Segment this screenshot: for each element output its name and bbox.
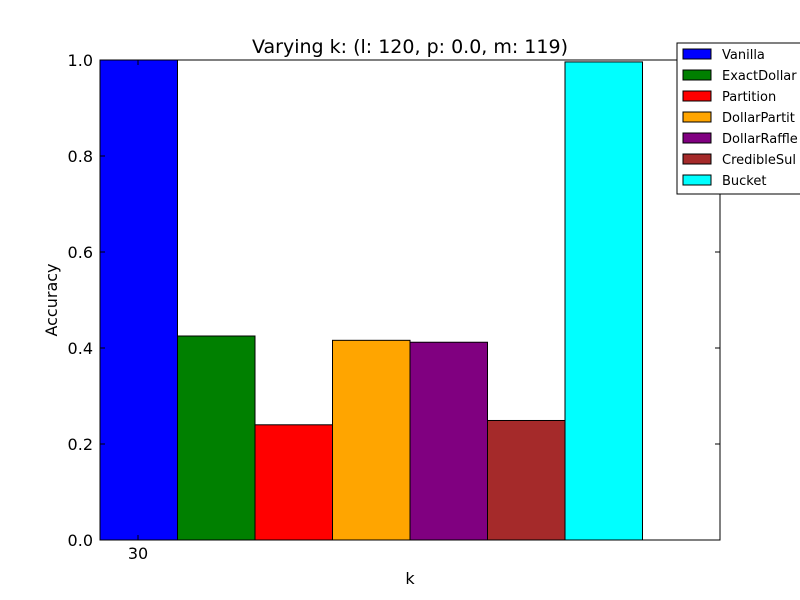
y-tick-label: 0.2 [68, 435, 93, 454]
y-axis-label: Accuracy [42, 263, 61, 336]
legend-swatch-crediblesul [682, 153, 712, 165]
chart-title: Varying k: (l: 120, p: 0.0, m: 119) [252, 36, 568, 58]
y-tick-label: 0.0 [68, 531, 93, 550]
x-tick-label: 30 [128, 544, 148, 563]
legend-label-dollarraffle: DollarRaffle [722, 132, 798, 147]
legend: Vanilla ExactDollar Partition DollarPartit D… [676, 42, 800, 195]
y-axis: 0.0 0.2 0.4 0.6 0.8 1.0 [68, 51, 720, 550]
bar-dollarpartit [332, 339, 411, 541]
legend-label-dollarpartit: DollarPartit [722, 111, 795, 126]
legend-swatch-vanilla [682, 48, 712, 60]
legend-swatch-dollarpartit [682, 111, 712, 123]
legend-swatch-bucket [682, 174, 712, 186]
x-axis-label: k [405, 569, 415, 588]
bar-bucket [564, 61, 643, 541]
bar-exactdollar [177, 335, 256, 541]
legend-label-partition: Partition [722, 90, 776, 105]
bars-group [99, 59, 643, 541]
y-tick-label: 0.4 [68, 339, 93, 358]
bar-crediblesul [487, 419, 566, 541]
y-tick-label: 0.8 [68, 147, 93, 166]
legend-swatch-partition [682, 90, 712, 102]
bar-partition [254, 424, 333, 541]
bar-dollarraffle [409, 341, 488, 541]
legend-label-exactdollar: ExactDollar [722, 69, 797, 84]
legend-label-vanilla: Vanilla [722, 48, 765, 63]
x-axis: 30 [128, 60, 148, 563]
bar-vanilla [99, 59, 178, 541]
legend-label-bucket: Bucket [722, 174, 766, 189]
y-tick-label: 0.6 [68, 243, 93, 262]
plot-frame [99, 59, 721, 541]
legend-swatch-dollarraffle [682, 132, 712, 144]
y-tick-label: 1.0 [68, 51, 93, 70]
legend-label-crediblesul: CredibleSul [722, 153, 796, 168]
legend-swatch-exactdollar [682, 69, 712, 81]
